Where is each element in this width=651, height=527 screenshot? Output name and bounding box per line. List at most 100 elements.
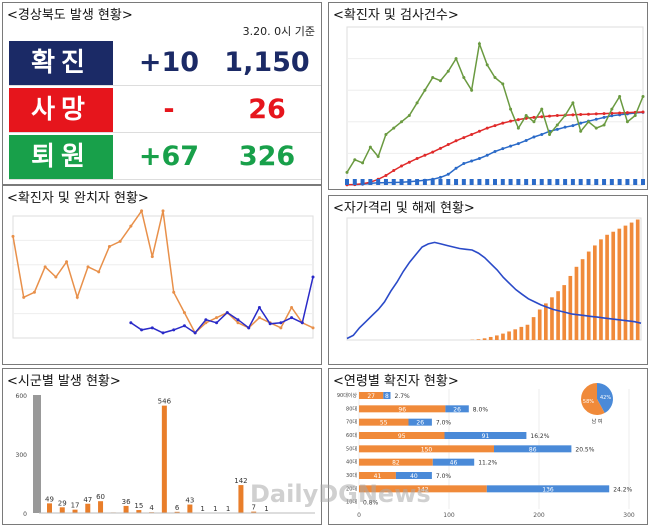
status-total: 26 bbox=[248, 94, 286, 125]
age-percent: 7.0% bbox=[436, 420, 452, 427]
age-percent: 24.2% bbox=[613, 486, 632, 493]
age-label: 95 bbox=[398, 433, 406, 440]
city-bar bbox=[85, 503, 91, 513]
age-bar bbox=[494, 445, 572, 453]
age-label: 27 bbox=[367, 393, 375, 400]
status-delta: +10 bbox=[138, 47, 200, 78]
age-label: 86 bbox=[529, 446, 537, 453]
daily-bar bbox=[454, 179, 459, 185]
pie-slice bbox=[581, 383, 605, 415]
confirmed-tests-chart bbox=[345, 26, 645, 187]
bar bbox=[574, 266, 579, 340]
bar bbox=[635, 219, 640, 340]
city-title: <시군별 발생 현황> bbox=[7, 374, 121, 389]
age-bar bbox=[359, 392, 384, 399]
age-bar bbox=[445, 405, 469, 413]
age-percent: 20.5% bbox=[575, 446, 594, 453]
bar bbox=[476, 339, 481, 340]
bar bbox=[605, 234, 609, 340]
status-label: 확진 bbox=[9, 41, 113, 85]
daily-bar bbox=[500, 179, 505, 185]
age-category: 70대 bbox=[346, 419, 357, 426]
confirmed-recovered-panel: <확진자 및 완치자 현황> bbox=[2, 185, 322, 365]
isolation-panel: <자가격리 및 해제 현황> bbox=[328, 195, 648, 365]
age-bar bbox=[359, 445, 494, 453]
city-bar bbox=[123, 505, 129, 513]
daily-bar bbox=[555, 179, 560, 185]
daily-bar bbox=[469, 179, 474, 185]
age-bar bbox=[408, 418, 432, 426]
age-bar bbox=[383, 392, 391, 399]
daily-bar bbox=[625, 179, 630, 185]
age-category: 30대 bbox=[346, 472, 357, 479]
age-category: 10대 bbox=[346, 499, 357, 506]
age-percent: 11.2% bbox=[478, 460, 497, 467]
age-label: 26 bbox=[453, 406, 461, 413]
city-label: 1 bbox=[200, 505, 204, 513]
city-label: 29 bbox=[58, 499, 67, 507]
y-tick: 600 bbox=[16, 393, 28, 400]
age-label: 82 bbox=[392, 460, 400, 467]
age-label: 40 bbox=[410, 473, 418, 480]
status-delta: +67 bbox=[138, 141, 200, 172]
bar bbox=[488, 336, 493, 340]
age-category: 60대 bbox=[346, 432, 357, 439]
bar bbox=[593, 245, 597, 340]
daily-bar bbox=[547, 179, 552, 185]
pie-label: 58% bbox=[583, 399, 594, 405]
series-line bbox=[346, 241, 642, 340]
age-label: 26 bbox=[416, 420, 424, 427]
daily-bar bbox=[563, 179, 568, 185]
plot-area bbox=[346, 26, 644, 186]
city-label: 142 bbox=[234, 477, 247, 485]
pie-label: 42% bbox=[600, 395, 611, 401]
daily-bar bbox=[524, 179, 529, 185]
daily-bar bbox=[383, 179, 388, 185]
daily-bar bbox=[360, 179, 365, 185]
bar bbox=[544, 303, 548, 340]
daily-bar bbox=[477, 179, 482, 185]
status-total: 326 bbox=[238, 141, 296, 172]
bar bbox=[599, 239, 603, 340]
confirmed-recovered-title: <확진자 및 완치자 현황> bbox=[7, 191, 149, 206]
city-bar bbox=[98, 501, 104, 513]
daily-bar bbox=[368, 179, 373, 185]
city-bar bbox=[136, 510, 142, 513]
status-row: 퇴원 +67 326 bbox=[9, 135, 321, 180]
daily-bar bbox=[617, 179, 622, 185]
bar bbox=[531, 317, 536, 340]
daily-bar bbox=[485, 179, 490, 185]
age-bar bbox=[359, 485, 487, 493]
age-bar bbox=[359, 405, 446, 413]
isolation-title: <자가격리 및 해제 현황> bbox=[333, 201, 475, 216]
daily-bar bbox=[633, 179, 638, 185]
status-total: 1,150 bbox=[224, 47, 310, 78]
status-delta: - bbox=[163, 94, 175, 125]
city-bar bbox=[187, 504, 193, 513]
age-category: 20대 bbox=[346, 485, 357, 492]
watermark: DailyDGNews bbox=[250, 480, 431, 508]
bar bbox=[580, 259, 585, 340]
pie-legend: 남 여 bbox=[592, 418, 603, 425]
daily-bar bbox=[438, 179, 443, 185]
age-percent: 2.7% bbox=[395, 393, 411, 400]
age-bar bbox=[359, 432, 445, 439]
city-bar bbox=[238, 485, 244, 513]
daily-bar bbox=[570, 179, 575, 185]
age-label: 55 bbox=[380, 420, 388, 427]
city-label: 7 bbox=[251, 504, 255, 512]
city-bar bbox=[174, 511, 180, 513]
status-label: 퇴원 bbox=[9, 135, 113, 179]
bar bbox=[495, 335, 499, 340]
x-tick: 0 bbox=[357, 512, 361, 519]
bar bbox=[629, 222, 634, 340]
x-tick: 200 bbox=[533, 512, 545, 519]
plot-area bbox=[12, 215, 314, 339]
city-label: 47 bbox=[83, 496, 92, 504]
base-time: 3.20. 0시 기준 bbox=[242, 25, 315, 38]
daily-bar bbox=[641, 179, 645, 185]
daily-bar bbox=[461, 179, 466, 185]
age-bar bbox=[444, 432, 527, 439]
isolation-chart bbox=[346, 217, 642, 341]
